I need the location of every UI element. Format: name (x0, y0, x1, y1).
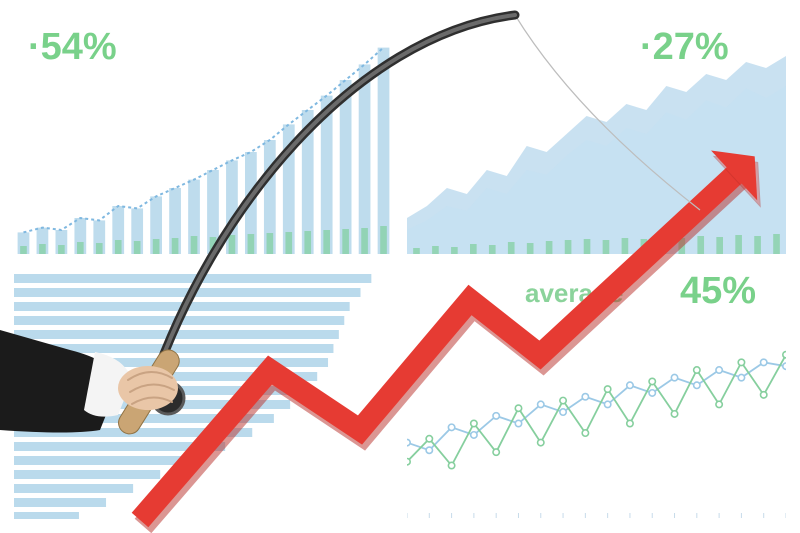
fishing-line-icon (515, 15, 700, 210)
overlay-illustration (0, 0, 800, 533)
